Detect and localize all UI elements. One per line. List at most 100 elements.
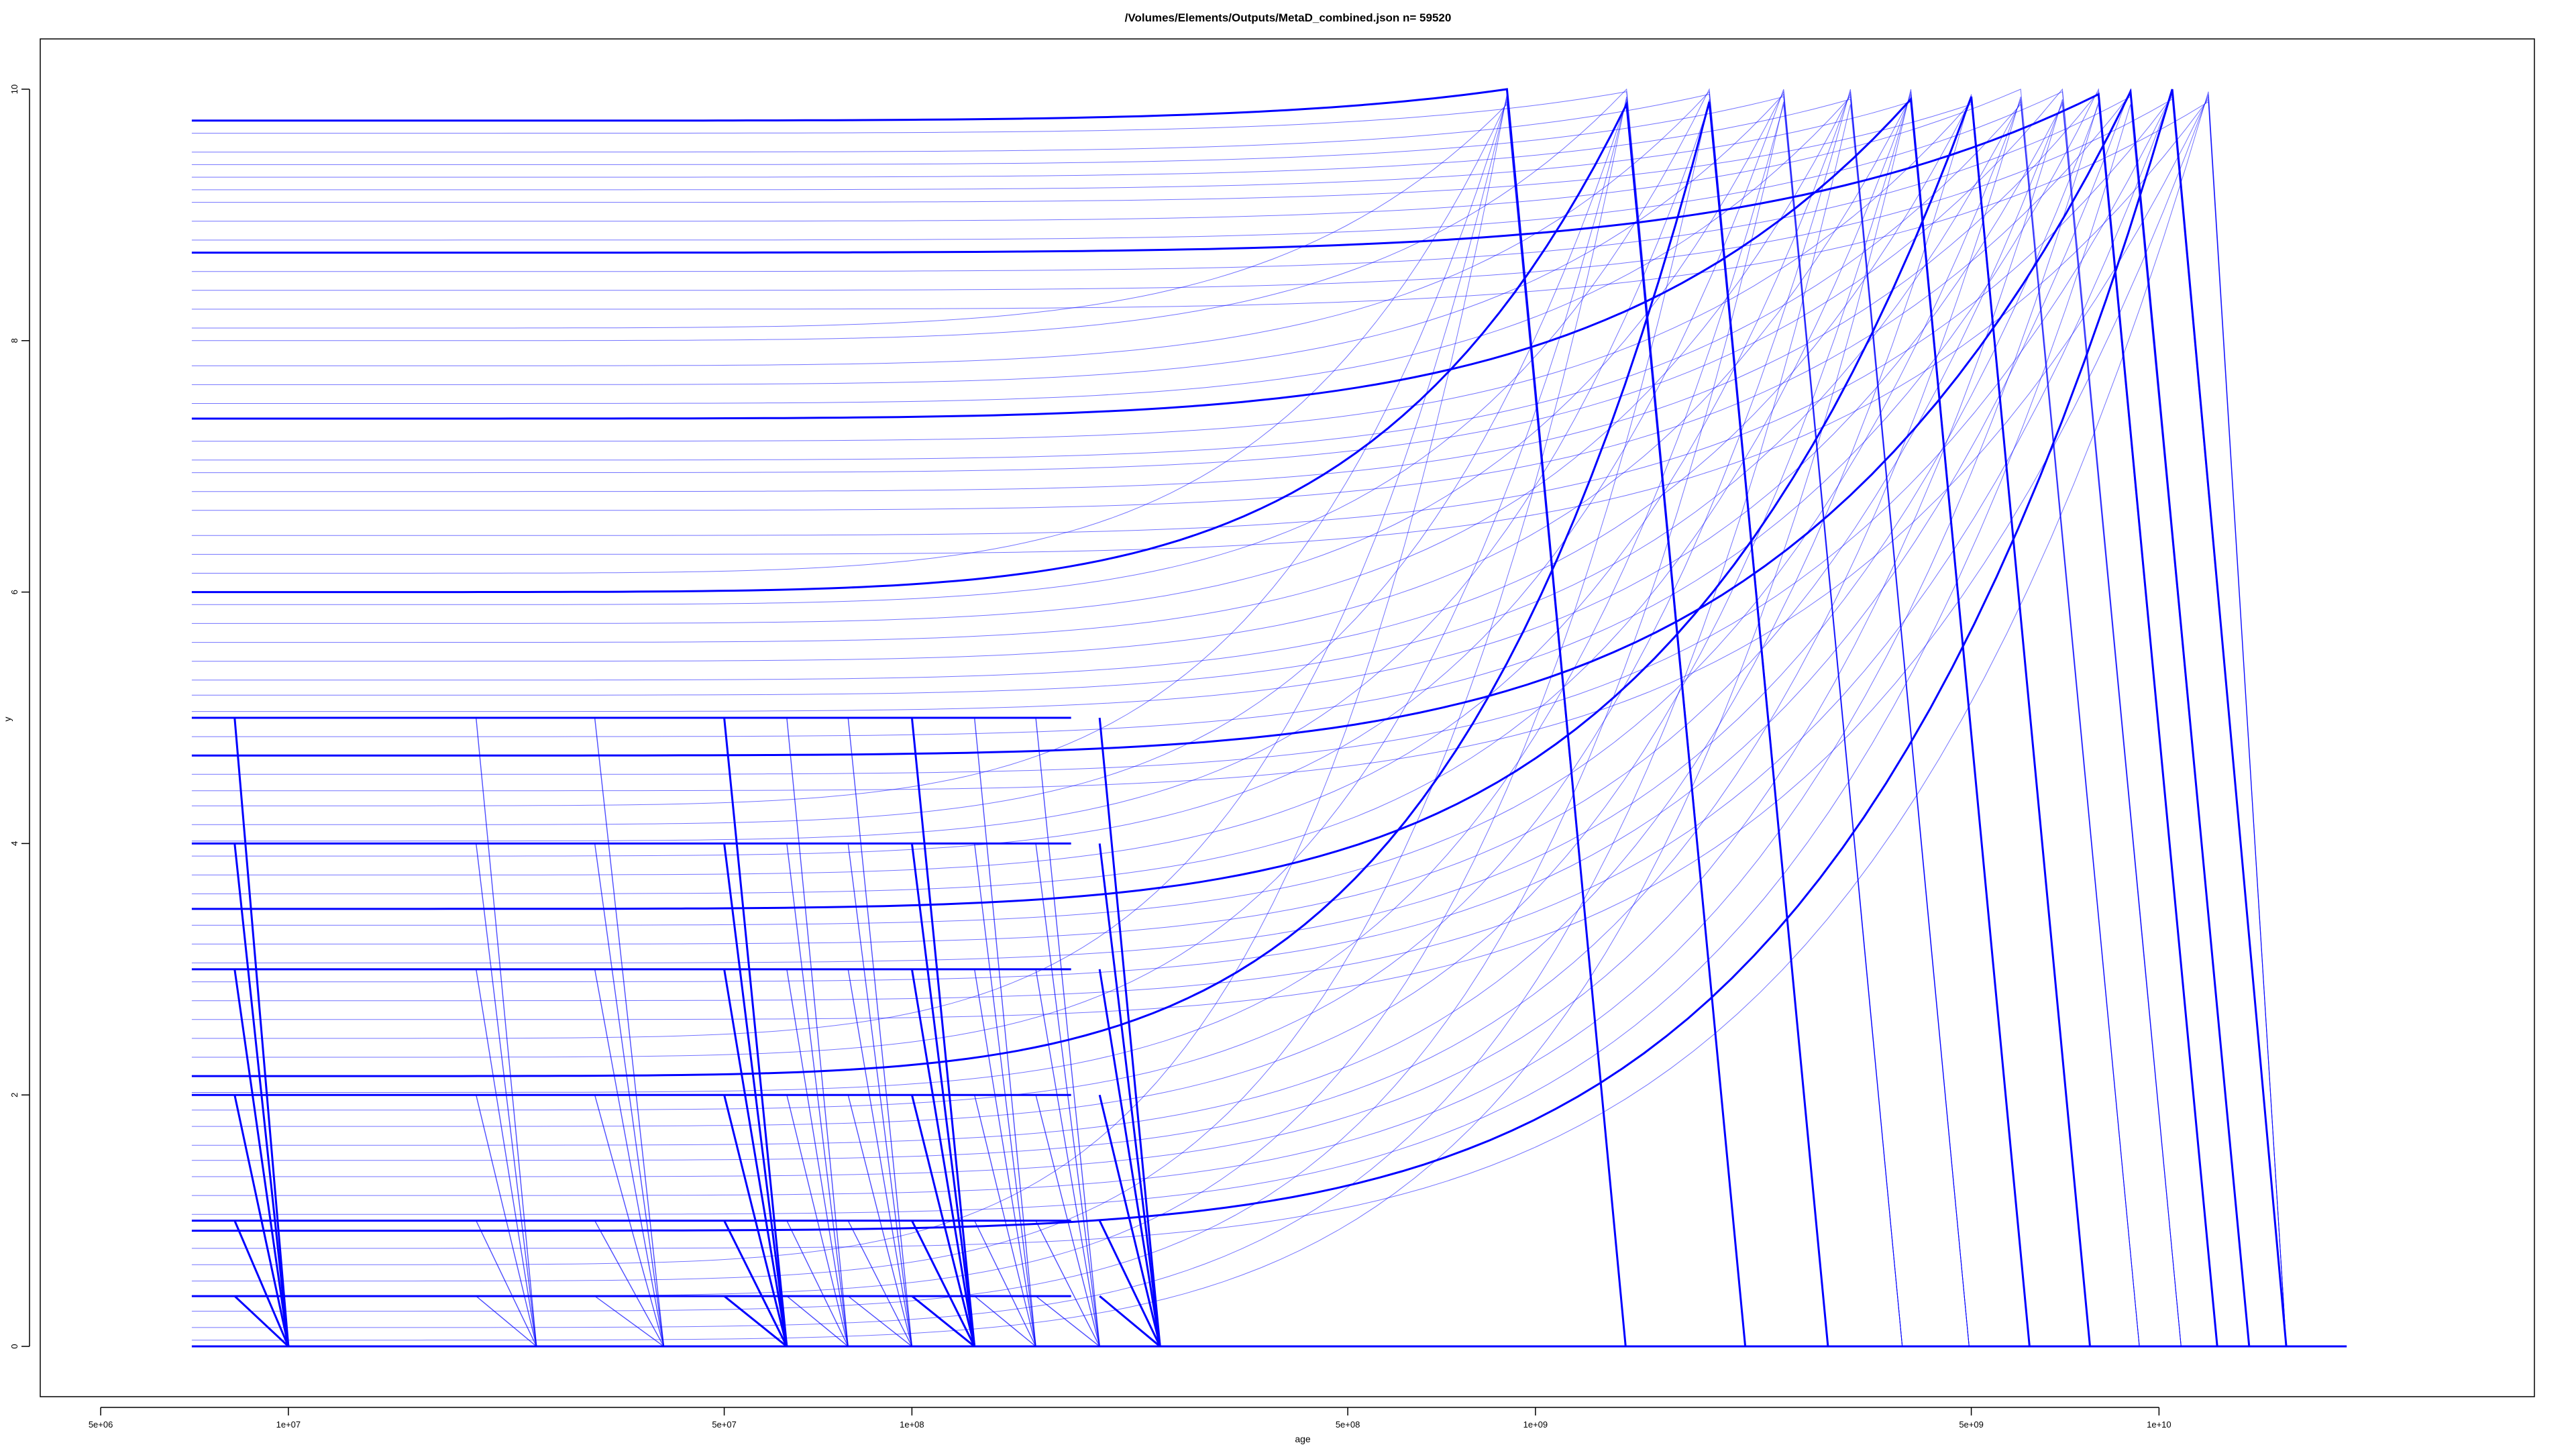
series-line <box>233 1220 290 1347</box>
series-line <box>1035 1220 1100 1347</box>
series-line <box>847 1220 913 1347</box>
series-line <box>911 1220 976 1347</box>
series-line <box>723 1295 788 1348</box>
y-tick-label: 2 <box>9 1093 19 1097</box>
series-line <box>191 95 2287 1347</box>
series-line <box>191 104 2218 1347</box>
series-line <box>191 93 2218 1347</box>
series-line <box>191 100 2140 1347</box>
series-line <box>191 101 1747 1347</box>
series-line <box>847 717 913 1347</box>
series-line <box>191 95 2030 1347</box>
series-line <box>974 1220 1036 1347</box>
series-line <box>233 717 290 1347</box>
series-line <box>191 88 1746 1347</box>
series-line <box>594 969 665 1347</box>
series-line <box>847 1295 912 1347</box>
series-line <box>191 88 2218 1347</box>
series-line <box>191 88 2182 1347</box>
series-line <box>191 98 2090 1347</box>
x-axis-label: age <box>1295 1434 1311 1444</box>
series-line <box>191 91 2030 1347</box>
series-line <box>786 969 849 1347</box>
y-axis: 0 2 4 6 8 10 <box>9 85 30 1349</box>
series-line <box>191 98 2287 1347</box>
series-line <box>191 90 1903 1347</box>
series-line <box>191 91 1746 1347</box>
series-line <box>1098 1220 1161 1347</box>
series-line <box>191 97 1626 1347</box>
series-line <box>594 1220 665 1347</box>
series-line <box>723 717 788 1347</box>
series-line <box>1035 1295 1100 1347</box>
series-line <box>191 95 2287 1347</box>
series-line <box>191 96 2091 1347</box>
y-axis-label: y <box>2 717 13 722</box>
series-line <box>475 717 537 1347</box>
series-line <box>1098 1094 1161 1347</box>
series-line <box>191 91 1829 1347</box>
series-line <box>191 91 2182 1347</box>
series-line <box>191 96 1970 1347</box>
series-line <box>191 101 1903 1347</box>
series-line <box>233 1295 289 1348</box>
x-tick-label: 1e+10 <box>2147 1419 2171 1430</box>
series-line <box>191 93 1903 1347</box>
series-line <box>191 101 2218 1347</box>
series-line <box>1035 969 1100 1347</box>
x-tick-label: 1e+07 <box>276 1419 301 1430</box>
series-line <box>476 1295 537 1347</box>
series-line <box>973 969 1036 1347</box>
chart-title: /Volumes/Elements/Outputs/MetaD_combined… <box>1125 11 1452 24</box>
series-line <box>594 1295 664 1347</box>
series-line <box>191 104 1970 1347</box>
series-line <box>191 103 2182 1347</box>
series-line <box>191 97 1746 1347</box>
series-line <box>191 104 2250 1347</box>
series-line <box>191 96 1903 1347</box>
series-line <box>1098 717 1161 1347</box>
series-line <box>786 717 849 1347</box>
series-line <box>191 97 2031 1347</box>
series-line <box>910 717 976 1347</box>
series-line <box>191 89 2250 1347</box>
series-line <box>191 99 1746 1347</box>
series-lines <box>191 88 2347 1348</box>
series-line <box>594 717 665 1347</box>
series-line <box>191 91 2287 1347</box>
y-tick-label: 10 <box>9 85 19 94</box>
series-line <box>191 91 2218 1347</box>
series-line <box>191 99 2140 1347</box>
series-line <box>233 969 290 1347</box>
series-line <box>191 99 1626 1347</box>
y-tick-label: 0 <box>9 1344 19 1348</box>
series-line <box>191 88 1829 1347</box>
series-line <box>476 969 537 1347</box>
series-line <box>1098 969 1161 1347</box>
series-line <box>191 103 2140 1347</box>
series-line <box>191 103 1626 1347</box>
series-line <box>191 99 1970 1347</box>
x-tick-label: 5e+07 <box>712 1419 737 1430</box>
series-line <box>191 93 2287 1347</box>
series-line <box>191 89 2140 1347</box>
series-line <box>723 1220 788 1347</box>
series-line <box>191 94 2287 1347</box>
series-line <box>191 94 1626 1347</box>
series-line <box>191 88 2251 1347</box>
series-line <box>191 94 2090 1347</box>
series-line <box>191 99 2287 1347</box>
x-axis: 5e+06 1e+07 5e+07 1e+08 5e+08 1e+09 5e+09 1e+10 <box>89 1407 2171 1430</box>
series-line <box>191 96 2250 1347</box>
series-line <box>191 93 1829 1347</box>
series-line <box>191 93 1970 1347</box>
x-tick-label: 1e+08 <box>900 1419 924 1430</box>
series-line <box>847 969 913 1347</box>
series-line <box>191 89 2030 1347</box>
series-line <box>1035 717 1100 1347</box>
series-line <box>191 91 2287 1347</box>
series-line <box>973 717 1036 1347</box>
series-line <box>191 101 2182 1347</box>
